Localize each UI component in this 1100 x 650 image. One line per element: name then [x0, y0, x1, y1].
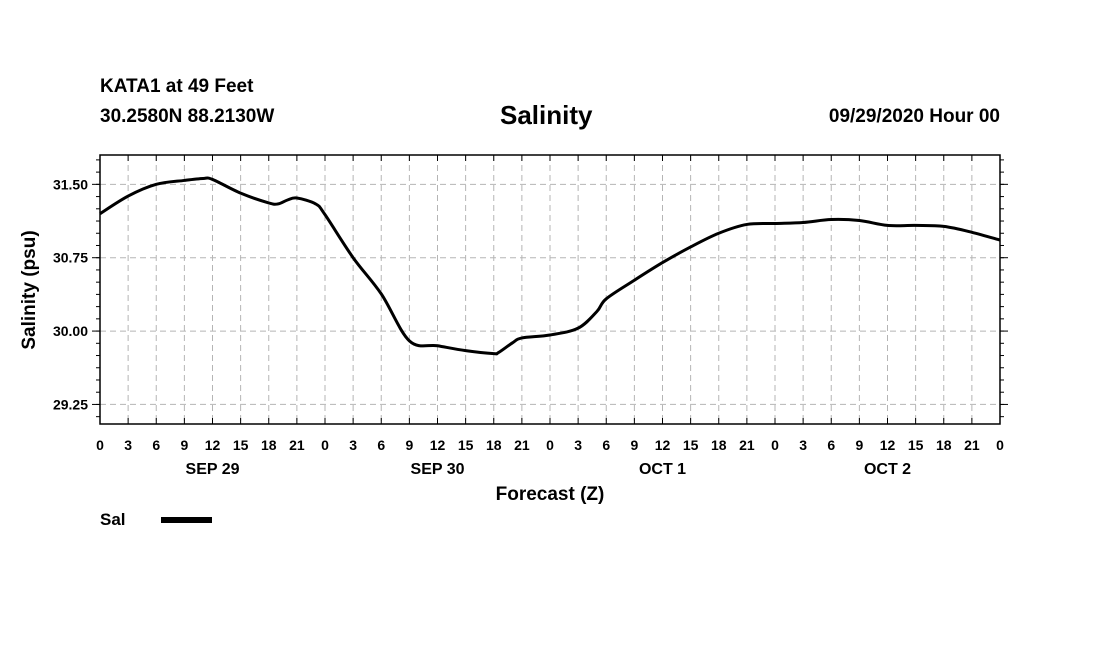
- x-tick-label: 9: [180, 437, 188, 453]
- x-tick-label: 0: [96, 437, 104, 453]
- x-tick-label: 9: [405, 437, 413, 453]
- day-label: SEP 30: [411, 461, 465, 478]
- x-tick-label: 0: [996, 437, 1004, 453]
- plot-frame: [99, 154, 1001, 425]
- x-tick-label: 15: [233, 437, 249, 453]
- x-tick-label: 15: [683, 437, 699, 453]
- x-tick-label: 12: [430, 437, 446, 453]
- salinity-series-line: [99, 176, 1001, 356]
- y-tick-label: 31.50: [53, 176, 88, 192]
- x-tick-label: 6: [602, 437, 610, 453]
- chart-title: Salinity: [500, 100, 593, 130]
- x-tick-label: 18: [486, 437, 502, 453]
- station-coordinates: 30.2580N 88.2130W: [100, 106, 275, 127]
- y-tick-label: 29.25: [53, 396, 88, 412]
- day-label: OCT 2: [864, 461, 911, 478]
- x-tick-label: 9: [630, 437, 638, 453]
- forecast-datetime: 09/29/2020 Hour 00: [828, 106, 1000, 127]
- x-tick-label: 6: [827, 437, 835, 453]
- y-tick-label: 30.75: [53, 250, 88, 266]
- x-tick-label: 3: [349, 437, 357, 453]
- day-label: SEP 29: [186, 461, 240, 478]
- x-tick-label: 21: [739, 437, 755, 453]
- x-tick-label: 3: [124, 437, 132, 453]
- x-tick-label: 12: [880, 437, 896, 453]
- x-tick-label: 6: [152, 437, 160, 453]
- x-tick-label: 15: [458, 437, 474, 453]
- x-tick-label: 18: [936, 437, 952, 453]
- y-axis-label: Salinity (psu): [19, 230, 40, 349]
- day-label: OCT 1: [639, 461, 686, 478]
- x-axis-label: Forecast (Z): [496, 484, 605, 505]
- x-tick-label: 12: [205, 437, 221, 453]
- x-tick-label: 0: [321, 437, 329, 453]
- x-tick-label: 15: [908, 437, 924, 453]
- x-tick-label: 21: [514, 437, 530, 453]
- x-tick-label: 18: [711, 437, 727, 453]
- legend: Sal: [100, 510, 212, 529]
- legend-label: Sal: [100, 510, 126, 529]
- x-tick-label: 21: [964, 437, 980, 453]
- x-tick-label: 6: [377, 437, 385, 453]
- x-tick-label: 12: [655, 437, 671, 453]
- x-tick-label: 18: [261, 437, 277, 453]
- x-tick-label: 9: [855, 437, 863, 453]
- y-tick-label: 30.00: [53, 323, 88, 339]
- x-tick-label: 3: [799, 437, 807, 453]
- x-tick-label: 3: [574, 437, 582, 453]
- x-tick-label: 21: [289, 437, 305, 453]
- station-label: KATA1 at 49 Feet: [100, 76, 254, 97]
- x-tick-label: 0: [546, 437, 554, 453]
- x-tick-label: 0: [771, 437, 779, 453]
